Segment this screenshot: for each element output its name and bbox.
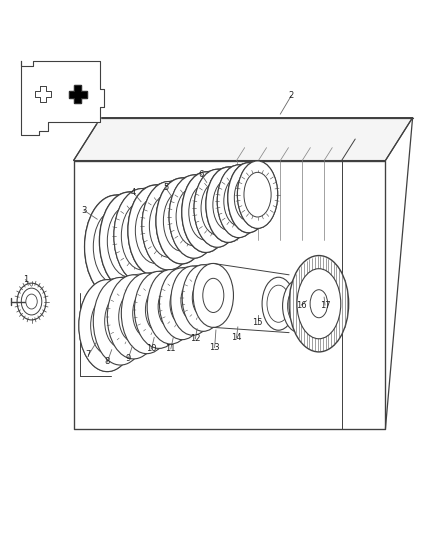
Polygon shape	[74, 118, 413, 160]
Ellipse shape	[149, 194, 188, 257]
Ellipse shape	[244, 172, 271, 217]
Text: 14: 14	[231, 333, 242, 342]
Ellipse shape	[95, 306, 119, 345]
Ellipse shape	[159, 268, 205, 340]
Ellipse shape	[228, 163, 269, 233]
Ellipse shape	[201, 182, 233, 235]
Ellipse shape	[119, 292, 148, 342]
Ellipse shape	[217, 165, 260, 238]
Text: 15: 15	[252, 318, 263, 327]
Ellipse shape	[93, 209, 139, 284]
Ellipse shape	[142, 182, 195, 270]
Ellipse shape	[91, 297, 124, 354]
Ellipse shape	[128, 185, 183, 276]
Ellipse shape	[287, 287, 311, 325]
Ellipse shape	[169, 175, 219, 258]
Ellipse shape	[182, 172, 230, 253]
Ellipse shape	[93, 278, 148, 365]
Ellipse shape	[114, 189, 171, 283]
Ellipse shape	[224, 177, 254, 226]
Text: 11: 11	[166, 344, 176, 353]
Ellipse shape	[192, 280, 214, 316]
Ellipse shape	[156, 178, 208, 264]
Polygon shape	[74, 160, 385, 429]
Ellipse shape	[189, 184, 223, 240]
Ellipse shape	[145, 287, 173, 332]
Ellipse shape	[234, 174, 262, 221]
Ellipse shape	[79, 280, 136, 372]
Polygon shape	[21, 61, 104, 135]
Polygon shape	[35, 86, 51, 102]
Ellipse shape	[156, 178, 208, 264]
Ellipse shape	[194, 169, 240, 247]
Ellipse shape	[158, 286, 184, 328]
Ellipse shape	[21, 288, 42, 315]
Ellipse shape	[85, 195, 148, 298]
Ellipse shape	[206, 167, 251, 243]
Ellipse shape	[163, 191, 200, 251]
Ellipse shape	[237, 161, 278, 229]
Ellipse shape	[194, 169, 240, 247]
Ellipse shape	[90, 298, 124, 353]
Ellipse shape	[228, 163, 269, 233]
Ellipse shape	[310, 290, 328, 318]
Ellipse shape	[237, 161, 278, 229]
Text: 3: 3	[81, 206, 87, 215]
Ellipse shape	[85, 195, 148, 298]
Ellipse shape	[262, 277, 295, 330]
Ellipse shape	[182, 172, 230, 253]
Ellipse shape	[267, 285, 290, 322]
Text: 8: 8	[105, 358, 110, 367]
Ellipse shape	[135, 198, 176, 263]
Text: 4: 4	[131, 189, 136, 197]
Ellipse shape	[182, 265, 224, 332]
Ellipse shape	[81, 326, 88, 336]
Ellipse shape	[99, 192, 159, 290]
Ellipse shape	[169, 175, 219, 258]
Ellipse shape	[99, 192, 159, 290]
Ellipse shape	[107, 205, 151, 277]
Ellipse shape	[171, 266, 215, 335]
Text: 10: 10	[146, 344, 157, 353]
Ellipse shape	[176, 187, 212, 246]
Ellipse shape	[114, 189, 171, 283]
Ellipse shape	[142, 182, 195, 270]
Text: 16: 16	[296, 301, 307, 310]
Text: 7: 7	[86, 351, 91, 359]
Ellipse shape	[105, 295, 136, 348]
Ellipse shape	[289, 255, 349, 352]
Text: 5: 5	[163, 183, 168, 192]
Ellipse shape	[79, 280, 136, 372]
Ellipse shape	[121, 273, 172, 354]
Text: 1: 1	[23, 275, 28, 284]
Ellipse shape	[133, 290, 161, 337]
Polygon shape	[69, 85, 87, 103]
Ellipse shape	[217, 165, 260, 238]
Ellipse shape	[107, 275, 160, 359]
Ellipse shape	[128, 185, 183, 276]
Ellipse shape	[193, 263, 233, 327]
Ellipse shape	[181, 281, 205, 320]
Text: 13: 13	[209, 343, 220, 352]
Ellipse shape	[283, 279, 315, 333]
Ellipse shape	[203, 278, 224, 312]
Ellipse shape	[170, 284, 194, 324]
Ellipse shape	[26, 294, 37, 309]
Text: 2: 2	[289, 91, 294, 100]
Text: 9: 9	[126, 354, 131, 363]
Ellipse shape	[85, 289, 130, 362]
Ellipse shape	[213, 179, 244, 230]
Ellipse shape	[147, 270, 194, 344]
Ellipse shape	[297, 269, 341, 339]
Text: 12: 12	[190, 334, 201, 343]
Text: 17: 17	[320, 301, 330, 310]
Ellipse shape	[206, 167, 251, 243]
Ellipse shape	[134, 271, 184, 349]
Text: 6: 6	[199, 170, 204, 179]
Ellipse shape	[17, 283, 46, 320]
Ellipse shape	[121, 201, 163, 270]
